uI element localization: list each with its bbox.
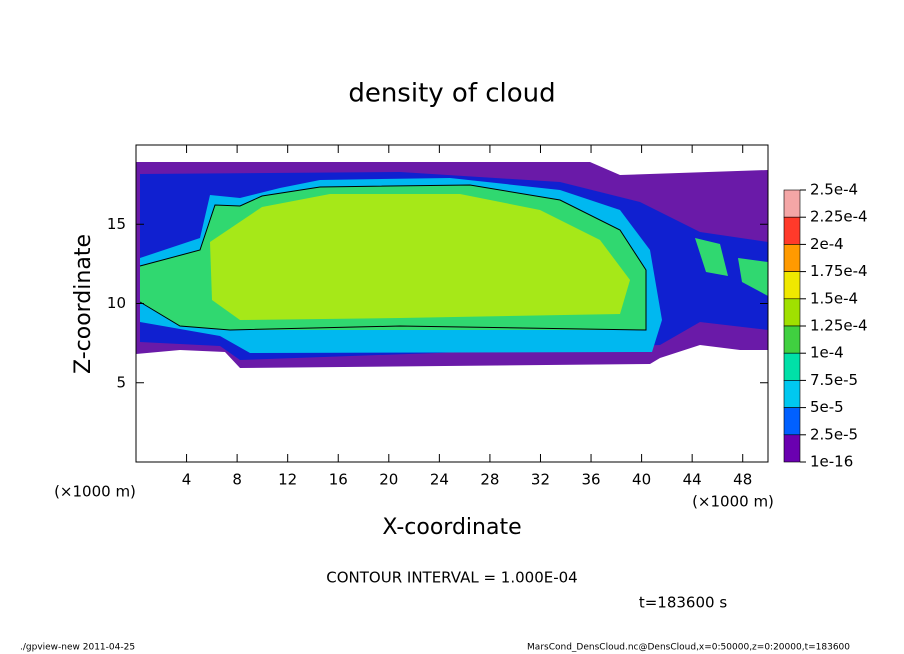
x-unit: (×1000 m)	[54, 483, 136, 501]
footer-left: ./gpview-new 2011-04-25	[20, 643, 135, 653]
colorbar-label: 1.75e-4	[810, 262, 868, 280]
contour-interval: CONTOUR INTERVAL = 1.000E-04	[326, 569, 577, 587]
y-tick-label: 15	[107, 215, 126, 233]
colorbar-label: 7.5e-5	[810, 371, 858, 389]
colorbar-band	[783, 407, 801, 436]
colorbar-label: 2.25e-4	[810, 208, 868, 226]
colorbar-band	[783, 298, 801, 327]
y-tick-label: 5	[116, 373, 126, 391]
x-tick-label: 20	[379, 471, 398, 489]
colorbar-band	[783, 244, 801, 272]
cloud-layer	[210, 194, 630, 320]
x-tick-label: 4	[182, 471, 192, 489]
x-tick-label: 24	[430, 471, 449, 489]
x-tick-label: 36	[581, 471, 600, 489]
colorbar-label: 1e-4	[810, 344, 844, 362]
x-tick-label: 12	[278, 471, 297, 489]
colorbar-label: 2.5e-5	[810, 425, 858, 443]
y-tick-label: 10	[107, 294, 126, 312]
contour-line	[139, 184, 647, 331]
chart-title: density of cloud	[348, 79, 555, 109]
x-tick-label: 44	[683, 471, 702, 489]
x-tick-label: 16	[329, 471, 348, 489]
footer-right: MarsCond_DensCloud.nc@DensCloud,x=0:5000…	[527, 643, 850, 653]
colorbar-band	[783, 189, 801, 218]
colorbar-label: 1e-16	[810, 453, 853, 471]
field	[136, 162, 768, 368]
x-tick-label: 40	[632, 471, 651, 489]
x-tick-label: 8	[232, 471, 242, 489]
colorbar-band	[783, 271, 801, 300]
cloud-layer	[695, 238, 728, 276]
x-axis-label: X-coordinate	[382, 515, 521, 540]
x-tick-label: 48	[733, 471, 752, 489]
colorbar-band	[783, 325, 801, 354]
x-tick-label: 28	[480, 471, 499, 489]
colorbar-label: 1.25e-4	[810, 317, 868, 335]
colorbar-label: 1.5e-4	[810, 289, 858, 307]
colorbar-band	[783, 216, 801, 245]
x-tick-label: 32	[531, 471, 550, 489]
colorbar-label: 5e-5	[810, 398, 844, 416]
colorbar-band	[783, 434, 801, 463]
y-unit: (×1000 m)	[692, 493, 774, 511]
colorbar-label: 2e-4	[810, 235, 844, 253]
y-axis-label: Z-coordinate	[71, 234, 96, 374]
cloud-layer	[738, 258, 768, 296]
time-label: t=183600 s	[639, 594, 727, 612]
colorbar-band	[783, 380, 801, 408]
colorbar-band	[783, 352, 801, 381]
colorbar-label: 2.5e-4	[810, 181, 858, 199]
